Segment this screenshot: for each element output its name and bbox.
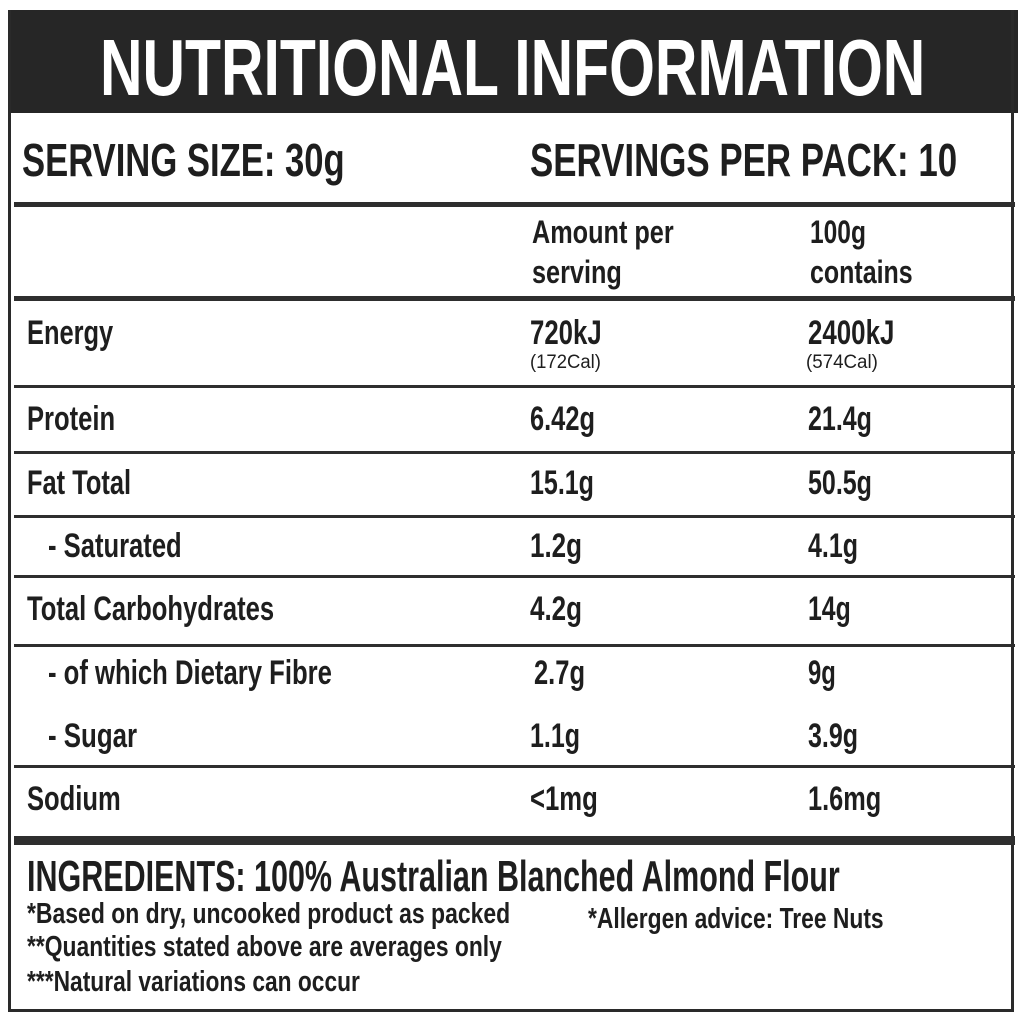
- value-per-100g-cal: (574Cal): [806, 352, 878, 373]
- value-per-100g: 14g: [808, 590, 851, 628]
- label-border: [8, 10, 1014, 1012]
- footnote: **Quantities stated above are averages o…: [27, 931, 502, 963]
- row-label: Protein: [27, 400, 116, 438]
- serving-size: SERVING SIZE: 30g: [22, 134, 345, 186]
- value-per-serving: 1.2g: [530, 527, 583, 565]
- label-title: NUTRITIONAL INFORMATION: [100, 23, 926, 112]
- value-per-serving-cal: (172Cal): [530, 352, 601, 373]
- divider: [14, 385, 1015, 388]
- value-per-100g: 9g: [808, 654, 836, 692]
- row-label: - of which Dietary Fibre: [48, 654, 332, 692]
- value-per-serving: 2.7g: [534, 654, 586, 692]
- divider-thick: [14, 836, 1015, 845]
- row-label: - Sugar: [48, 717, 138, 755]
- servings-per-pack: SERVINGS PER PACK: 10: [530, 134, 958, 186]
- row-label: Total Carbohydrates: [27, 590, 275, 628]
- value-per-100g: 2400kJ: [808, 314, 895, 352]
- value-per-100g: 50.5g: [808, 464, 872, 502]
- title-bar: [8, 10, 1018, 113]
- divider: [14, 765, 1015, 768]
- divider: [14, 575, 1015, 578]
- footnote: ***Natural variations can occur: [27, 966, 360, 998]
- value-per-serving: 720kJ: [530, 314, 602, 352]
- value-per-100g: 1.6mg: [808, 780, 882, 818]
- footnote: *Based on dry, uncooked product as packe…: [27, 898, 511, 930]
- row-label: - Saturated: [48, 527, 182, 565]
- divider: [14, 296, 1015, 301]
- ingredients: INGREDIENTS: 100% Australian Blanched Al…: [27, 852, 840, 901]
- column-header-per-100g: 100g: [810, 214, 866, 250]
- value-per-100g: 4.1g: [808, 527, 859, 565]
- column-header-per-serving: serving: [532, 254, 622, 290]
- divider: [14, 644, 1015, 647]
- column-header-per-serving: Amount per: [532, 214, 674, 250]
- value-per-100g: 3.9g: [808, 717, 859, 755]
- value-per-serving: 15.1g: [530, 464, 594, 502]
- value-per-serving: 4.2g: [530, 590, 583, 628]
- row-label: Fat Total: [27, 464, 132, 502]
- value-per-100g: 21.4g: [808, 400, 872, 438]
- row-label: Energy: [27, 314, 114, 352]
- value-per-serving: 1.1g: [530, 717, 581, 755]
- column-header-per-100g: contains: [810, 254, 913, 290]
- value-per-serving: 6.42g: [530, 400, 595, 438]
- row-label: Sodium: [27, 780, 121, 818]
- divider: [14, 202, 1015, 207]
- allergen-advice: *Allergen advice: Tree Nuts: [588, 903, 884, 935]
- divider: [14, 451, 1015, 454]
- divider: [14, 515, 1015, 518]
- value-per-serving: <1mg: [530, 780, 598, 818]
